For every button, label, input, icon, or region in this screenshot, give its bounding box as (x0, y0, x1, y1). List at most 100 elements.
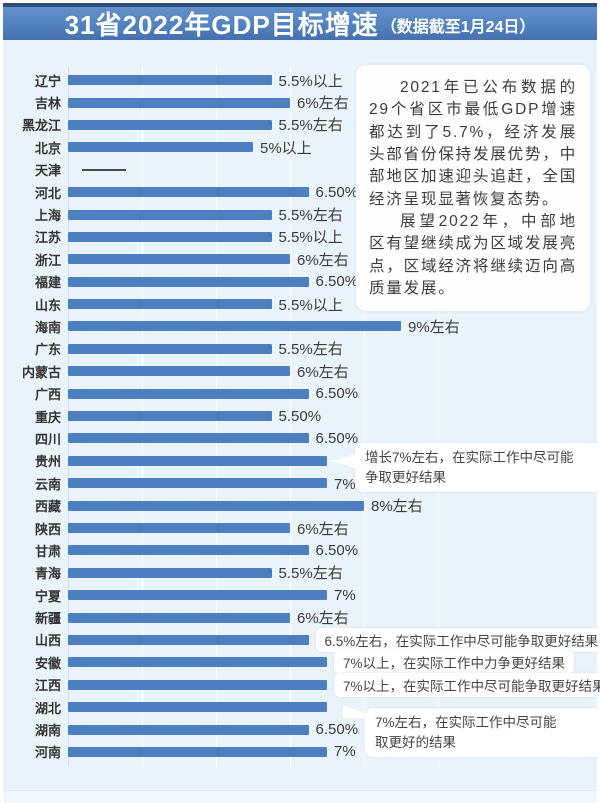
bar-zone: 6%左右 (68, 518, 597, 539)
province-label: 重庆 (34, 409, 61, 425)
bar-zone: 5.50% (68, 408, 597, 425)
gdp-target-bar (68, 276, 309, 287)
value-label: 5.50% (278, 407, 322, 425)
value-label: 6%左右 (297, 363, 349, 381)
bar-zone: 5.5%左右 (68, 114, 597, 135)
bar-zone: 5.5%以上 (68, 226, 597, 247)
value-label: 5.5%左右 (278, 117, 343, 135)
gdp-target-bar (68, 187, 309, 198)
value-label: 6.50% (315, 273, 359, 291)
bar-zone: 7% (68, 587, 597, 604)
value-label: 5.5%左右 (278, 341, 343, 359)
gdp-target-bar (68, 75, 272, 86)
summary-note-box: 2021年已公布数据的29个省区市最低GDP增速都达到了5.7%，经济发展头部省… (356, 65, 590, 311)
guizhou-annotation: 增长7%左右，在实际工作中尽可能 争取更好结果 (331, 443, 600, 493)
gdp-target-bar (68, 97, 290, 108)
chart-row: 广东 5.5%左右 (9, 338, 597, 360)
chart-row: 吉林 6%左右 (9, 91, 597, 113)
gdp-target-bar (68, 478, 327, 489)
province-label: 安徽 (34, 655, 61, 671)
chart-row: 江西 7%以上，在实际工作中尽可能争取更好结果 (9, 672, 600, 697)
province-label: 贵州 (34, 454, 61, 470)
gdp-target-bar (68, 500, 364, 511)
chart-row: 辽宁 5.5%以上 (9, 69, 597, 91)
chart-row: 湖北 (9, 696, 597, 718)
bar-zone: 6.50% (68, 542, 597, 559)
bar-zone: 6.50% (68, 184, 597, 201)
annotation-line1: 增长7%左右，在实际工作中尽可能 (365, 450, 574, 465)
bar-zone: 5%以上 (68, 137, 597, 158)
gdp-target-bar (68, 142, 253, 153)
chart-row: 宁夏 7% (9, 584, 597, 606)
gdp-target-bar (68, 231, 272, 242)
bar-zone: 6%左右 (68, 249, 597, 270)
value-label: 5.5%左右 (278, 207, 343, 225)
value-label: 6.50% (315, 183, 359, 201)
value-label: 8%左右 (371, 498, 423, 516)
gdp-target-bar (68, 433, 309, 444)
chart-row: 青海 5.5%左右 (9, 562, 597, 584)
bar-zone (68, 168, 597, 171)
chart-row: 安徽 7%以上，在实际工作中力争更好结果 (9, 650, 597, 675)
value-label: 6.5%左右，在实际工作中尽可能争取更好结果 (315, 627, 600, 652)
gdp-target-bar (68, 299, 272, 310)
province-label: 西藏 (34, 499, 61, 515)
value-label: 6%左右 (297, 610, 349, 628)
chart-row: 广西 6.50% (9, 382, 597, 404)
chart-row: 山西 6.5%左右，在实际工作中尽可能争取更好结果 (9, 627, 600, 652)
province-label: 黑龙江 (21, 118, 61, 134)
gdp-target-bar (68, 567, 272, 578)
chart-row: 甘肃 6.50% (9, 539, 597, 561)
gdp-target-bar (68, 523, 290, 533)
value-label: 7%以上，在实际工作中力争更好结果 (334, 650, 575, 675)
bar-zone: 5.5%左右 (68, 338, 597, 359)
annotation-line2: 争取更好结果 (365, 469, 446, 485)
value-label: 6.50% (315, 385, 359, 403)
value-label: 5.5%左右 (278, 565, 343, 583)
bar-zone: 6%左右 (68, 361, 597, 382)
gdp-target-bar (68, 209, 272, 220)
province-label: 江西 (34, 678, 61, 694)
gdp-target-bar (68, 388, 309, 399)
bar-zone: 8%左右 (68, 495, 597, 516)
value-label: 6%左右 (297, 520, 349, 538)
note-paragraph-1: 2021年已公布数据的29个省区市最低GDP增速都达到了5.7%，经济发展头部省… (369, 79, 577, 208)
province-label: 河南 (34, 745, 61, 761)
gdp-target-bar (68, 321, 401, 332)
bar-zone: 5.5%以上 (68, 70, 597, 91)
chart-row: 天津 (9, 159, 597, 181)
province-label: 福建 (34, 275, 61, 291)
gdp-target-bar (68, 724, 309, 735)
province-label: 广西 (34, 387, 61, 403)
bar-chart: 辽宁 5.5%以上 吉林 6%左右 黑龙江 5.5%左右 北京 5%以上 天津 河北 6.50% 上海… (9, 69, 600, 763)
no-data-dash (82, 168, 126, 171)
note-paragraph-2: 展望2022年，中部地区有望继续成为区域发展亮点，区域经济将继续迈向高质量发展。 (369, 212, 577, 297)
province-label: 广东 (34, 342, 61, 358)
bar-zone (68, 455, 597, 466)
chart-row: 北京 5%以上 (9, 136, 597, 158)
gdp-target-bar (68, 679, 327, 690)
value-label: 9%左右 (408, 318, 460, 336)
bar-zone: 7%以上，在实际工作中力争更好结果 (68, 650, 597, 675)
gdp-target-bar (68, 254, 290, 265)
chart-row: 福建 6.50% (9, 271, 597, 293)
bar-zone: 5.5%以上 (68, 294, 597, 315)
value-label: 6.50% (315, 721, 359, 739)
chart-row: 浙江 6%左右 (9, 248, 597, 270)
chart-row: 山东 5.5%以上 (9, 293, 597, 315)
bar-zone: 5.5%左右 (68, 204, 597, 225)
province-label: 湖南 (34, 723, 61, 739)
gdp-target-bar (68, 343, 272, 354)
bar-zone: 6%左右 (68, 607, 597, 628)
bar-zone: 6.5%左右，在实际工作中尽可能争取更好结果 (68, 627, 600, 652)
bar-zone: 6.50% (68, 721, 597, 738)
province-label: 辽宁 (34, 73, 61, 89)
chart-row: 河南 7% (9, 741, 597, 763)
gdp-target-bar (68, 590, 327, 601)
province-label: 上海 (34, 208, 61, 224)
province-label: 海南 (34, 319, 61, 335)
chart-row: 内蒙古 6%左右 (9, 360, 597, 382)
bar-zone: 7% (68, 743, 597, 760)
bar-zone: 6.50% (68, 430, 597, 447)
gdp-target-bar (68, 634, 309, 645)
